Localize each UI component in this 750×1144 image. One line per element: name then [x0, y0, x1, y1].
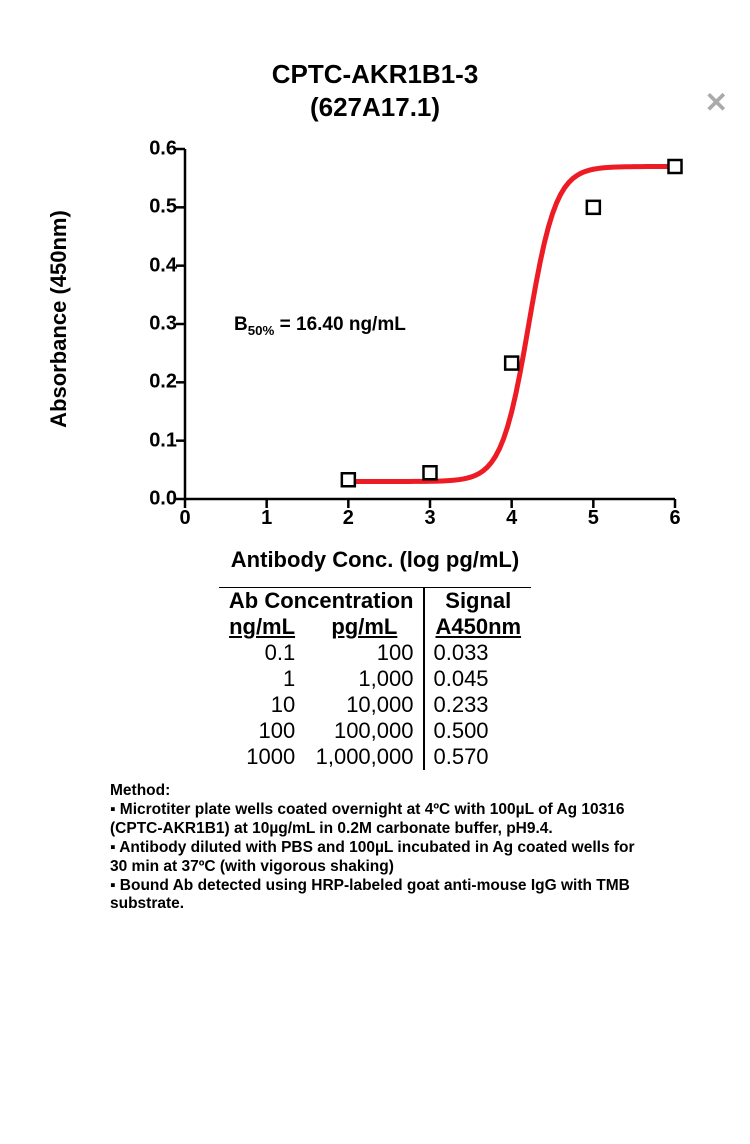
cell-signal: 0.045 — [424, 666, 531, 692]
data-point — [424, 466, 437, 479]
ytick-label: 0.6 — [149, 138, 177, 161]
title-line-1: CPTC-AKR1B1-3 — [272, 59, 479, 89]
xtick-label: 3 — [424, 507, 435, 530]
cell-signal: 0.233 — [424, 692, 531, 718]
xtick-label: 4 — [506, 507, 517, 530]
data-table: Ab Concentration Signal ng/mL pg/mL A450… — [219, 587, 531, 770]
cell-pg: 1,000 — [305, 666, 424, 692]
cell-pg: 1,000,000 — [305, 744, 424, 770]
table-row: 10001,000,0000.570 — [219, 744, 531, 770]
cell-signal: 0.500 — [424, 718, 531, 744]
ytick-label: 0.0 — [149, 488, 177, 511]
cell-ng: 10 — [219, 692, 305, 718]
th-ng: ng/mL — [219, 614, 305, 640]
data-point — [342, 473, 355, 486]
method-bullet: ▪ Bound Ab detected using HRP-labeled go… — [110, 877, 640, 915]
title-line-2: (627A17.1) — [310, 92, 440, 122]
xtick-label: 1 — [261, 507, 272, 530]
x-axis-label: Antibody Conc. (log pg/mL) — [0, 547, 750, 573]
y-axis-label: Absorbance (450nm) — [46, 210, 72, 428]
th-ab-conc: Ab Concentration — [219, 588, 425, 615]
table-row: 1010,0000.233 — [219, 692, 531, 718]
ytick-label: 0.2 — [149, 371, 177, 394]
table-row: 0.11000.033 — [219, 640, 531, 666]
data-point — [669, 160, 682, 173]
xtick-label: 5 — [588, 507, 599, 530]
method-bullet: ▪ Microtiter plate wells coated overnigh… — [110, 801, 640, 839]
method-block: Method: ▪ Microtiter plate wells coated … — [110, 782, 640, 914]
cell-signal: 0.570 — [424, 744, 531, 770]
cell-pg: 10,000 — [305, 692, 424, 718]
cell-ng: 0.1 — [219, 640, 305, 666]
method-bullet: ▪ Antibody diluted with PBS and 100µL in… — [110, 839, 640, 877]
plot-region: 0.00.10.20.30.40.50.60123456B50% = 16.40… — [185, 149, 675, 499]
th-pg: pg/mL — [305, 614, 424, 640]
cell-ng: 1 — [219, 666, 305, 692]
cell-pg: 100,000 — [305, 718, 424, 744]
chart-area: Absorbance (450nm) 0.00.10.20.30.40.50.6… — [75, 129, 675, 509]
xtick-label: 6 — [669, 507, 680, 530]
ytick-label: 0.3 — [149, 313, 177, 336]
ytick-label: 0.5 — [149, 196, 177, 219]
cell-pg: 100 — [305, 640, 424, 666]
th-a450: A450nm — [424, 614, 531, 640]
xtick-label: 2 — [343, 507, 354, 530]
close-icon[interactable]: ✕ — [705, 86, 728, 119]
data-point — [505, 357, 518, 370]
cell-ng: 1000 — [219, 744, 305, 770]
b50-annotation: B50% = 16.40 ng/mL — [234, 314, 406, 338]
method-heading: Method: — [110, 782, 640, 801]
table-row: 11,0000.045 — [219, 666, 531, 692]
chart-title: CPTC-AKR1B1-3 (627A17.1) — [0, 58, 750, 123]
cell-ng: 100 — [219, 718, 305, 744]
table-row: 100100,0000.500 — [219, 718, 531, 744]
cell-signal: 0.033 — [424, 640, 531, 666]
ytick-label: 0.4 — [149, 254, 177, 277]
data-point — [587, 201, 600, 214]
xtick-label: 0 — [179, 507, 190, 530]
ytick-label: 0.1 — [149, 429, 177, 452]
th-signal: Signal — [424, 588, 531, 615]
